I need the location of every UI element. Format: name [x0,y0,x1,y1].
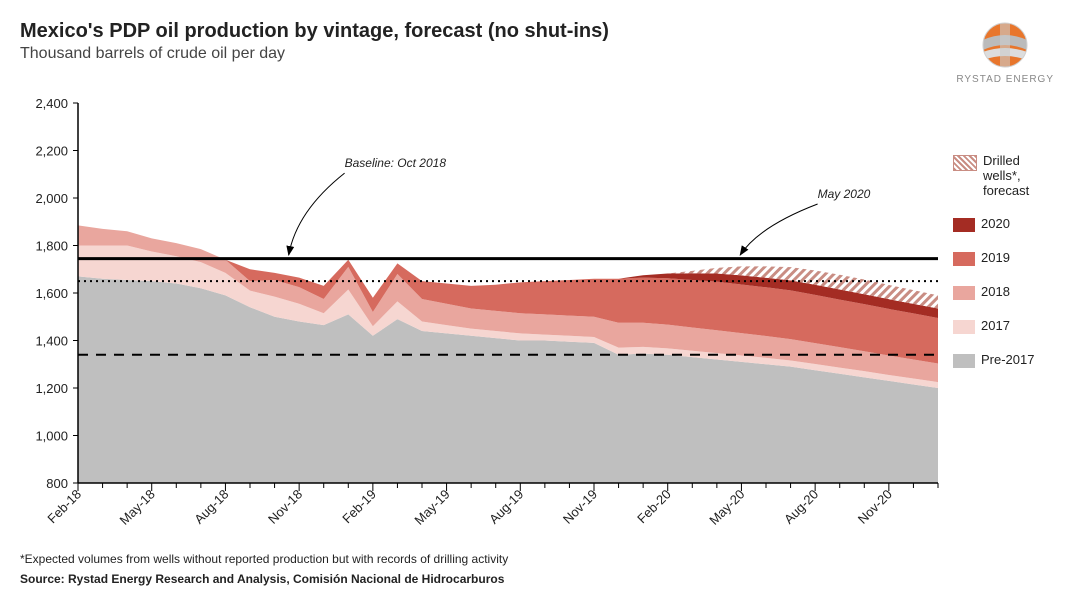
header: Mexico's PDP oil production by vintage, … [20,20,1054,85]
legend-item: 2020 [953,216,1054,232]
chart-svg: 800 1,000 1,200 1,400 1,600 1,800 2,000 2,200 2,… [20,93,943,543]
annotation-arrow [740,204,817,255]
y-tick-label: 1,400 [35,334,68,349]
globe-icon [980,20,1030,70]
titles-block: Mexico's PDP oil production by vintage, … [20,20,956,63]
y-tick-label: 1,800 [35,239,68,254]
y-tick-label: 2,200 [35,144,68,159]
annotation-label: May 2020 [818,187,871,201]
legend-label: Pre-2017 [981,352,1034,367]
legend-item: 2019 [953,250,1054,266]
legend-item: 2018 [953,284,1054,300]
y-tick-label: 800 [46,476,68,491]
legend-label: 2019 [981,250,1010,265]
legend-swatch [953,320,975,334]
brand-logo: RYSTAD ENERGY [956,20,1054,85]
source-line: Source: Rystad Energy Research and Analy… [20,572,1054,586]
chart-plot-area: 800 1,000 1,200 1,400 1,600 1,800 2,000 2,200 2,… [20,93,943,548]
annotation-label: Baseline: Oct 2018 [345,156,447,170]
legend-item: 2017 [953,318,1054,334]
x-tick-label: Feb-19 [339,487,379,527]
legend-swatch [953,218,975,232]
legend-swatch [953,354,975,368]
x-tick-label: May-18 [117,487,158,528]
legend-item: Drilled wells*, forecast [953,153,1054,198]
y-tick-label: 1,000 [35,429,68,444]
legend-label: 2020 [981,216,1010,231]
y-tick-label: 2,400 [35,96,68,111]
legend-swatch [953,252,975,266]
legend-swatch [953,286,975,300]
footnote: *Expected volumes from wells without rep… [20,552,1054,566]
y-tick-label: 2,000 [35,191,68,206]
x-tick-label: Feb-20 [634,487,674,527]
legend-swatch [953,155,977,171]
brand-text: RYSTAD ENERGY [956,74,1054,85]
x-tick-label: Nov-18 [265,487,305,527]
legend-label: 2017 [981,318,1010,333]
legend: Drilled wells*, forecast 2020 2019 2018 2017… [943,93,1054,548]
x-tick-label: May-20 [706,487,747,528]
legend-item: Pre-2017 [953,352,1054,368]
x-tick-label: Nov-20 [855,487,895,527]
x-tick-label: Nov-19 [560,487,600,527]
x-tick-label: Aug-18 [191,487,231,527]
x-tick-label: Aug-20 [781,487,821,527]
chart-title: Mexico's PDP oil production by vintage, … [20,20,956,43]
y-tick-label: 1,200 [35,381,68,396]
x-tick-label: May-19 [411,487,452,528]
x-tick-label: Feb-18 [44,487,84,527]
y-tick-label: 1,600 [35,286,68,301]
legend-label: 2018 [981,284,1010,299]
legend-label: Drilled wells*, forecast [983,153,1054,198]
x-tick-label: Aug-19 [486,487,526,527]
chart-container: 800 1,000 1,200 1,400 1,600 1,800 2,000 2,200 2,… [20,93,1054,548]
chart-subtitle: Thousand barrels of crude oil per day [20,45,956,63]
annotation-arrow [289,173,345,255]
